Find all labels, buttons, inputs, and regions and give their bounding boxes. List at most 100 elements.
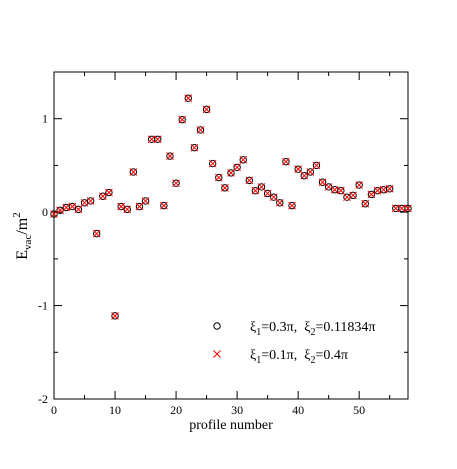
data-point-x [275, 198, 284, 207]
data-point-x [166, 152, 174, 160]
legend-entry-1-a-sub: 1 [256, 327, 261, 338]
data-point-circle [306, 168, 315, 176]
data-point-x [184, 94, 193, 103]
data-point-x [355, 181, 364, 189]
data-point-circle [129, 168, 138, 176]
data-point-circle [154, 135, 162, 143]
data-point-circle [123, 205, 131, 214]
data-point-circle [355, 181, 363, 189]
data-point-circle [337, 186, 345, 195]
data-point-circle [294, 165, 302, 173]
data-point-circle [105, 188, 113, 197]
data-point-circle [404, 204, 412, 213]
data-point-x [239, 155, 248, 164]
data-point-x [202, 105, 211, 114]
legend-circle-marker [213, 322, 221, 330]
data-point-circle [141, 197, 150, 205]
data-point-x [318, 178, 327, 187]
data-point-circle [99, 192, 107, 200]
data-point-circle [202, 105, 211, 114]
y-tick-label: 0 [42, 205, 48, 219]
legend-entry-1-b: ξ [304, 320, 310, 335]
data-point-x [135, 202, 144, 211]
data-point-x [80, 198, 89, 207]
data-point-x [62, 203, 71, 212]
data-point-circle [385, 185, 394, 193]
data-point-x [208, 159, 217, 168]
data-point-circle [178, 115, 186, 124]
data-point-x [404, 204, 412, 213]
legend-entry-2-b-sub: 2 [310, 355, 315, 366]
y-axis-label-rest: /m [14, 217, 31, 234]
data-point-circle [196, 126, 205, 134]
data-point-x [147, 135, 156, 144]
legend-entry-1-a-val: =0.3π, [261, 320, 304, 335]
data-point-circle [245, 176, 254, 185]
legend-entry-2-a-sub: 1 [256, 355, 261, 366]
data-point-circle [221, 184, 229, 192]
legend-entry-1: ξ1=0.3π, ξ2=0.11834π [250, 320, 375, 338]
data-point-circle [367, 190, 376, 199]
data-point-circle [50, 210, 58, 218]
legend-entry-1-b-val: =0.11834π [315, 320, 375, 335]
data-point-circle [160, 201, 168, 210]
data-point-x [153, 135, 162, 144]
data-point-x [282, 157, 290, 166]
legend-entry-1-b-sub: 2 [310, 327, 315, 338]
data-point-x [111, 311, 119, 320]
data-point-x [312, 161, 321, 170]
data-point-x [172, 179, 180, 188]
data-point-x [117, 202, 125, 211]
data-point-circle [257, 183, 266, 191]
data-point-x [123, 205, 132, 214]
data-point-circle [318, 178, 327, 186]
data-point-x [324, 183, 333, 191]
data-point-circle [349, 191, 357, 200]
legend-entry-2-a: ξ [250, 348, 256, 363]
data-point-x [306, 168, 315, 176]
data-point-circle [172, 179, 180, 187]
data-point-circle [86, 197, 95, 205]
data-point-circle [361, 200, 369, 208]
data-point-circle [190, 143, 199, 152]
data-point-x [294, 165, 302, 174]
data-point-circle [239, 156, 247, 164]
data-point-x [367, 190, 376, 199]
data-point-x [160, 201, 168, 210]
data-point-circle [111, 312, 119, 320]
data-point-x [337, 186, 345, 195]
data-point-x [221, 183, 229, 192]
data-point-circle [263, 189, 272, 198]
x-tick-label: 50 [353, 403, 365, 417]
data-point-circle [215, 173, 223, 182]
data-point-x [190, 143, 199, 152]
data-point-x [330, 185, 339, 194]
plot-frame [53, 71, 409, 400]
data-point-circle [288, 201, 296, 210]
data-point-circle [282, 157, 290, 166]
y-axis-label: Evac/m2 [11, 212, 34, 259]
data-point-x [227, 169, 235, 177]
data-point-x [214, 173, 223, 182]
data-point-circle [135, 202, 144, 211]
data-point-x [196, 126, 205, 134]
data-point-x [257, 183, 266, 191]
legend-entry-2: ξ1=0.1π, ξ2=0.4π [250, 348, 348, 366]
y-tick-label: -2 [38, 392, 48, 406]
data-point-x [269, 193, 278, 202]
data-point-circle [208, 159, 217, 168]
data-point-x [373, 186, 382, 195]
legend: ξ1=0.3π, ξ2=0.11834π ξ1=0.1π, ξ2=0.4π [213, 320, 375, 366]
data-point-circle [270, 193, 278, 201]
data-point-x [98, 192, 107, 201]
data-point-circle [184, 94, 192, 102]
legend-entry-2-b: ξ [304, 348, 310, 363]
data-point-x [178, 115, 187, 124]
y-axis-label-sub: vac [22, 235, 34, 250]
data-point-x [74, 205, 83, 214]
data-point-circle [166, 152, 174, 160]
data-point-x [56, 206, 64, 215]
data-point-x [233, 163, 241, 172]
data-point-circle [300, 172, 308, 180]
